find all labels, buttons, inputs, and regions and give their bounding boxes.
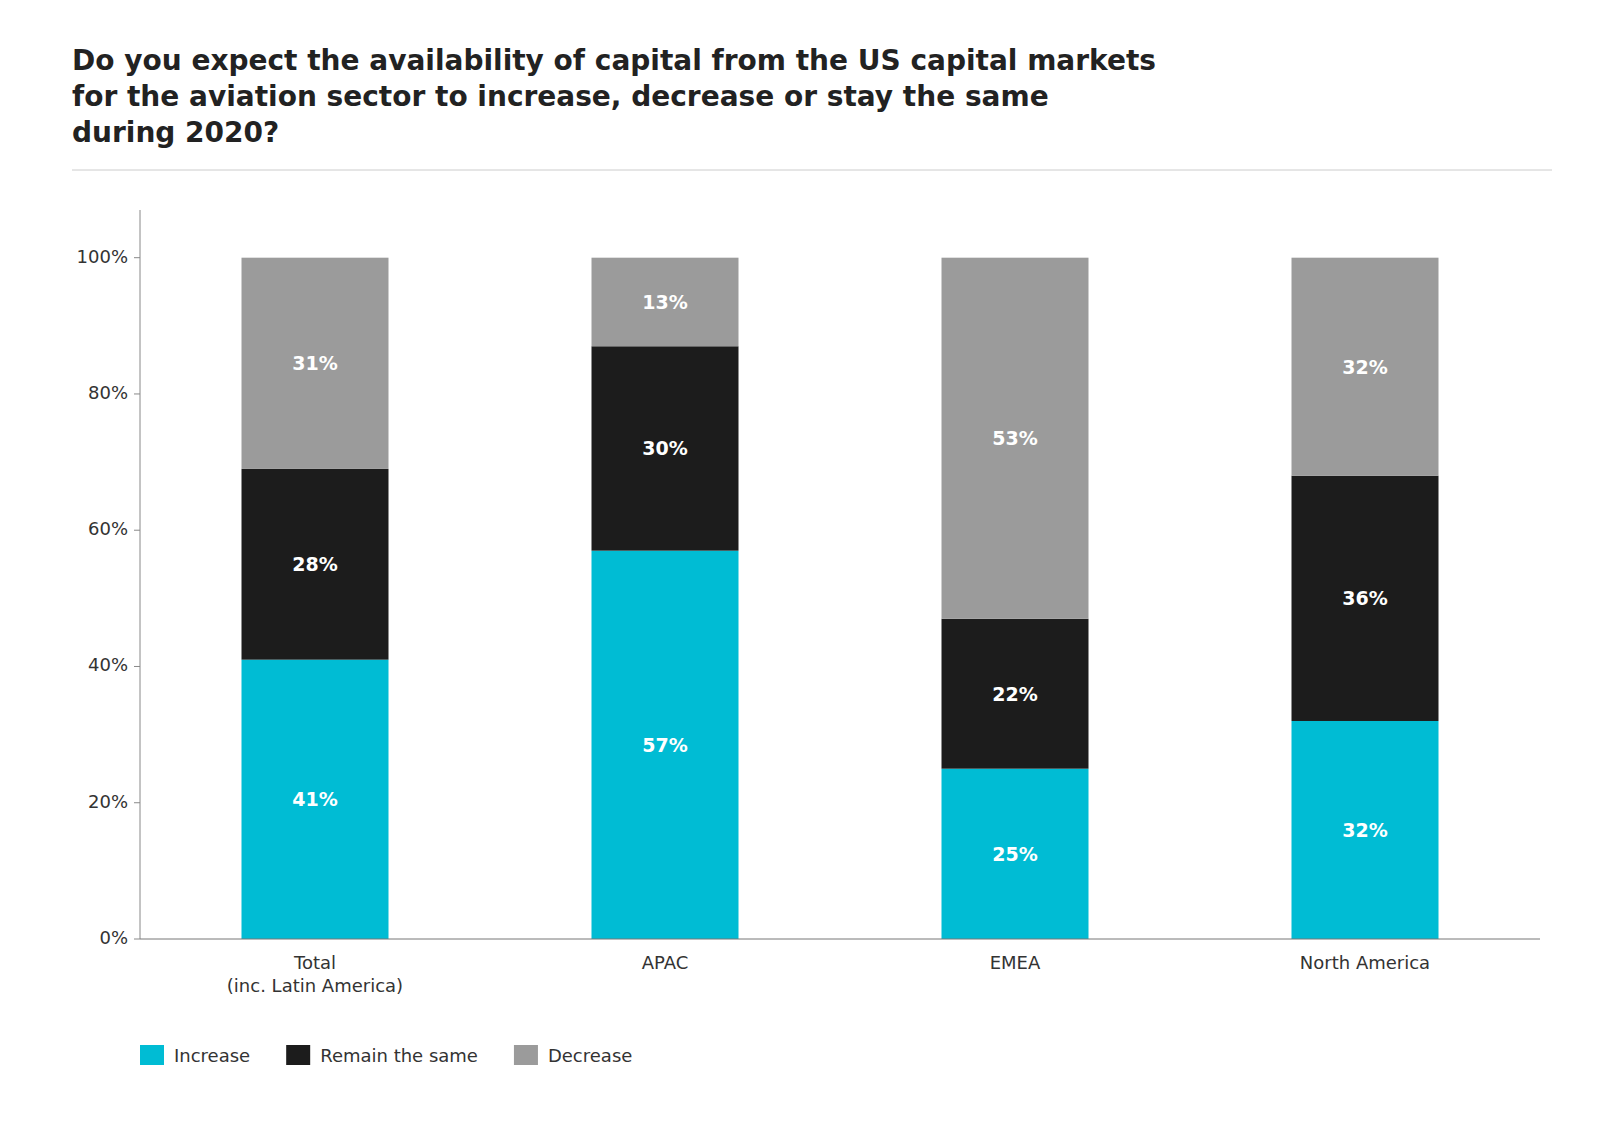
x-tick-label: Total(inc. Latin America) [227, 952, 403, 996]
bar-segment [942, 619, 1089, 769]
y-tick-label: 40% [88, 654, 128, 675]
x-tick-label-line: (inc. Latin America) [227, 975, 403, 996]
x-axis-line [140, 939, 1540, 940]
y-tick-label: 80% [88, 382, 128, 403]
legend-label: Remain the same [320, 1045, 478, 1066]
chart-svg: Do you expect the availability of capita… [0, 0, 1600, 1139]
data-label: 32% [1342, 819, 1387, 841]
y-axis-line [140, 210, 141, 939]
background [0, 0, 1600, 1139]
legend-swatch [514, 1045, 538, 1065]
data-label: 31% [292, 352, 337, 374]
data-label: 13% [642, 291, 687, 313]
legend-swatch [140, 1045, 164, 1065]
legend-label: Decrease [548, 1045, 632, 1066]
legend-label: Increase [174, 1045, 250, 1066]
bar-segment [942, 258, 1089, 619]
y-tick [134, 257, 140, 258]
x-tick-label-line: EMEA [990, 952, 1041, 973]
y-tick-label: 0% [99, 927, 128, 948]
x-tick-label: North America [1300, 952, 1430, 973]
y-tick-label: 100% [77, 246, 128, 267]
data-label: 36% [1342, 587, 1387, 609]
y-axis: 0% 20% 40% 60% 80% 100% [77, 210, 140, 948]
data-label: 57% [642, 734, 687, 756]
x-tick-label-line: Total [293, 952, 336, 973]
bar-segment [1292, 476, 1439, 721]
bar-segment [1292, 258, 1439, 476]
data-label: 41% [292, 788, 337, 810]
data-label: 25% [992, 843, 1037, 865]
x-tick-label-line: North America [1300, 952, 1430, 973]
chart-container: Do you expect the availability of capita… [0, 0, 1600, 1139]
data-label: 53% [992, 427, 1037, 449]
legend: Increase Remain the same Decrease [140, 1045, 632, 1066]
data-label: 22% [992, 683, 1037, 705]
title-line: Do you expect the availability of capita… [72, 44, 1156, 77]
bars [242, 258, 1439, 939]
data-label: 28% [292, 553, 337, 575]
bar-segment [592, 346, 739, 550]
x-tick-label: EMEA [990, 952, 1041, 973]
x-tick-label: APAC [642, 952, 689, 973]
bar-segment [942, 769, 1089, 939]
y-tick-label: 60% [88, 518, 128, 539]
y-tick [134, 530, 140, 531]
y-tick [134, 939, 140, 940]
bar-segment [242, 660, 389, 939]
legend-swatch [286, 1045, 310, 1065]
bar-segment [592, 551, 739, 939]
y-tick [134, 393, 140, 394]
bar-segment [1292, 721, 1439, 939]
title-line: during 2020? [72, 116, 279, 149]
x-tick-label-line: APAC [642, 952, 689, 973]
title-line: for the aviation sector to increase, dec… [72, 80, 1049, 113]
bar-segment [242, 469, 389, 660]
y-tick-label: 20% [88, 791, 128, 812]
data-labels: 41% 57% 25% 32% 28% 30% 22% 36% 31% 13% 53% 32% [292, 291, 1387, 865]
data-label: 32% [1342, 356, 1387, 378]
data-label: 30% [642, 437, 687, 459]
y-tick [134, 666, 140, 667]
bar-segment [592, 258, 739, 347]
bar-segment [242, 258, 389, 469]
chart-title: Do you expect the availability of capita… [72, 44, 1156, 149]
y-tick [134, 802, 140, 803]
x-axis: Total(inc. Latin America) APAC EMEA North A… [140, 939, 1540, 996]
title-separator [72, 170, 1552, 171]
